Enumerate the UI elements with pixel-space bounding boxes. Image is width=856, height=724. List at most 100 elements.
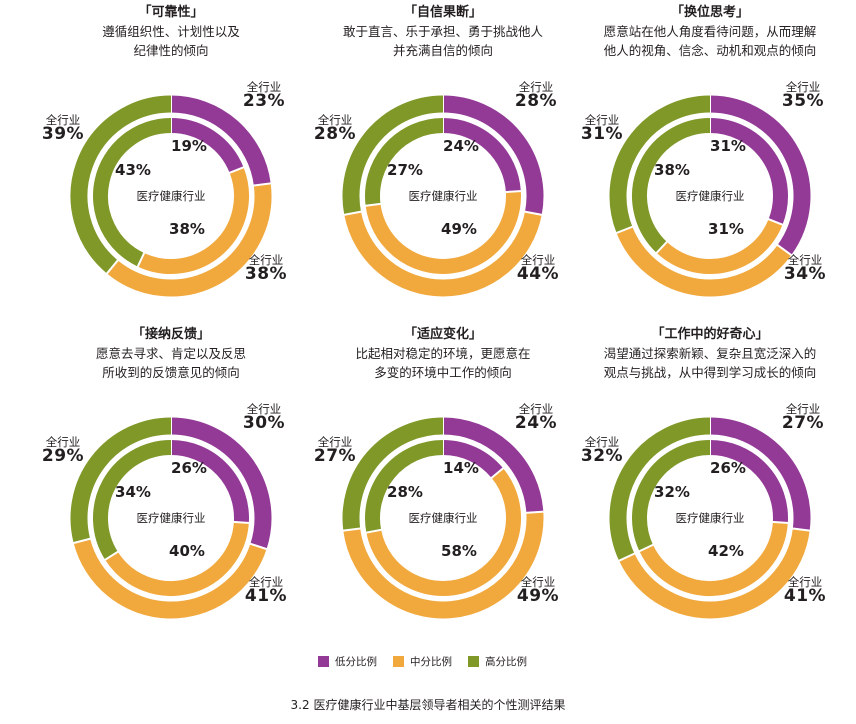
outer-label-value: 27% [781, 413, 825, 434]
outer-label-text: 全行业 [584, 113, 620, 127]
inner-label-high: 34% [115, 483, 151, 501]
inner-ring-segment-low [170, 440, 249, 523]
outer-ring-separator [105, 258, 120, 275]
inner-ring-separator [490, 466, 505, 480]
outer-label-value: 32% [580, 446, 624, 467]
inner-ring-segment-high [93, 440, 172, 560]
inner-label-low: 26% [710, 459, 746, 477]
outer-label-text: 全行业 [317, 113, 353, 127]
outer-label-low: 全行业 27% [773, 403, 833, 433]
inner-label-high: 32% [654, 483, 690, 501]
inner-ring-segment-mid [137, 167, 249, 274]
outer-ring-segment-high [342, 417, 444, 531]
chart-panel-3: 「换位思考」 愿意站在他人角度看待问题，从而理解 他人的视角、信念、动机和观点的倾… [575, 0, 845, 320]
outer-ring-separator [72, 537, 92, 545]
outer-ring-segment-high [609, 417, 711, 561]
outer-label-value: 30% [242, 413, 286, 434]
outer-label-text: 全行业 [246, 80, 282, 94]
inner-ring-separator [771, 520, 789, 524]
outer-ring-segment-mid [343, 511, 544, 619]
chart-description: 渴望通过探索新颖、复杂且宽泛深入的 观点与挑战，从中得到学习成长的倾向 [603, 346, 817, 380]
outer-label-text: 全行业 [520, 253, 556, 267]
outer-ring-separator [342, 527, 362, 532]
center-label: 医疗健康行业 [408, 189, 478, 203]
inner-label-high: 43% [115, 161, 151, 179]
chart-description: 愿意去寻求、肯定以及反思 所收到的反馈意见的倾向 [95, 346, 246, 380]
outer-ring-segment-high [70, 95, 172, 274]
inner-label-high: 38% [654, 161, 690, 179]
outer-ring-separator [791, 527, 811, 532]
inner-ring-segment-mid [639, 521, 788, 596]
outer-label-text: 全行业 [787, 575, 823, 589]
outer-ring-separator [252, 182, 272, 187]
chart-title: 「接纳反馈」 [131, 327, 210, 342]
legend-label-low: 低分比例 [335, 655, 377, 668]
outer-label-text: 全行业 [518, 80, 554, 94]
chart-title: 「工作中的好奇心」 [651, 327, 769, 342]
chart-description: 敢于直言、乐于承担、勇于挑战他人 并充满自信的倾向 [342, 24, 543, 58]
outer-label-text: 全行业 [787, 253, 823, 267]
inner-label-high: 28% [387, 483, 423, 501]
outer-label-value: 49% [516, 586, 560, 607]
legend-label-mid: 中分比例 [410, 655, 452, 668]
outer-ring-segment-low [442, 95, 544, 215]
outer-ring-segment-low [709, 95, 811, 256]
inner-ring-segment-mid [366, 468, 521, 596]
inner-ring-segment-high [632, 440, 711, 552]
outer-label-low: 全行业 30% [234, 403, 294, 433]
inner-label-mid: 40% [169, 542, 205, 560]
outer-label-mid: 全行业 49% [508, 576, 568, 606]
outer-label-high: 全行业 29% [33, 436, 93, 466]
outer-label-text: 全行业 [785, 402, 821, 416]
outer-label-high: 全行业 32% [572, 436, 632, 466]
outer-ring-segment-high [609, 95, 711, 233]
inner-label-low: 14% [443, 459, 479, 477]
outer-label-text: 全行业 [246, 402, 282, 416]
inner-ring-separator [638, 543, 655, 553]
outer-label-value: 24% [514, 413, 558, 434]
figure-caption: 3.2 医疗健康行业中基层领导者相关的个性测评结果 [290, 698, 566, 712]
outer-label-value: 44% [516, 264, 560, 285]
center-label: 医疗健康行业 [408, 511, 478, 525]
inner-ring-segment-low [709, 440, 788, 523]
outer-ring-segment-high [70, 417, 172, 543]
outer-label-low: 全行业 35% [773, 81, 833, 111]
outer-label-value: 28% [514, 91, 558, 112]
legend-label-high: 高分比例 [485, 655, 527, 668]
outer-ring-separator [617, 552, 636, 563]
inner-ring-segment-low [170, 118, 244, 174]
inner-ring-separator [364, 202, 382, 207]
outer-ring-segment-low [709, 417, 811, 531]
outer-label-mid: 全行业 38% [236, 254, 296, 284]
outer-label-text: 全行业 [45, 435, 81, 449]
inner-label-mid: 42% [708, 542, 744, 560]
outer-label-value: 23% [242, 91, 286, 112]
outer-ring-separator [776, 243, 793, 257]
outer-label-text: 全行业 [518, 402, 554, 416]
donut-chart [342, 94, 544, 297]
inner-label-high: 27% [387, 161, 423, 179]
donut-chart [609, 416, 811, 619]
center-label: 医疗健康行业 [136, 189, 206, 203]
outer-label-text: 全行业 [520, 575, 556, 589]
outer-ring-separator [523, 210, 543, 217]
outer-label-high: 全行业 39% [33, 114, 93, 144]
outer-label-value: 31% [580, 124, 624, 145]
inner-ring-segment-high [365, 440, 444, 533]
inner-ring-separator [228, 165, 245, 175]
outer-ring-segment-low [170, 417, 272, 550]
donut-chart [609, 94, 811, 297]
inner-ring-separator [767, 217, 784, 227]
outer-ring-segment-low [170, 95, 271, 186]
inner-ring-separator [365, 528, 383, 534]
outer-ring-segment-mid [106, 183, 272, 297]
outer-label-value: 38% [244, 264, 288, 285]
donut-chart [342, 416, 545, 619]
chart-description: 比起相对稳定的环境，更愿意在 多变的环境中工作的倾向 [355, 346, 531, 380]
inner-ring-separator [103, 550, 120, 562]
center-label: 医疗健康行业 [136, 511, 206, 525]
outer-ring-segment-mid [73, 538, 267, 619]
outer-label-low: 全行业 24% [506, 403, 566, 433]
chart-panel-2: 「自信果断」 敢于直言、乐于承担、勇于挑战他人 并充满自信的倾向 医疗健康行业 全行业… [308, 0, 578, 320]
inner-ring-segment-low [442, 440, 504, 479]
